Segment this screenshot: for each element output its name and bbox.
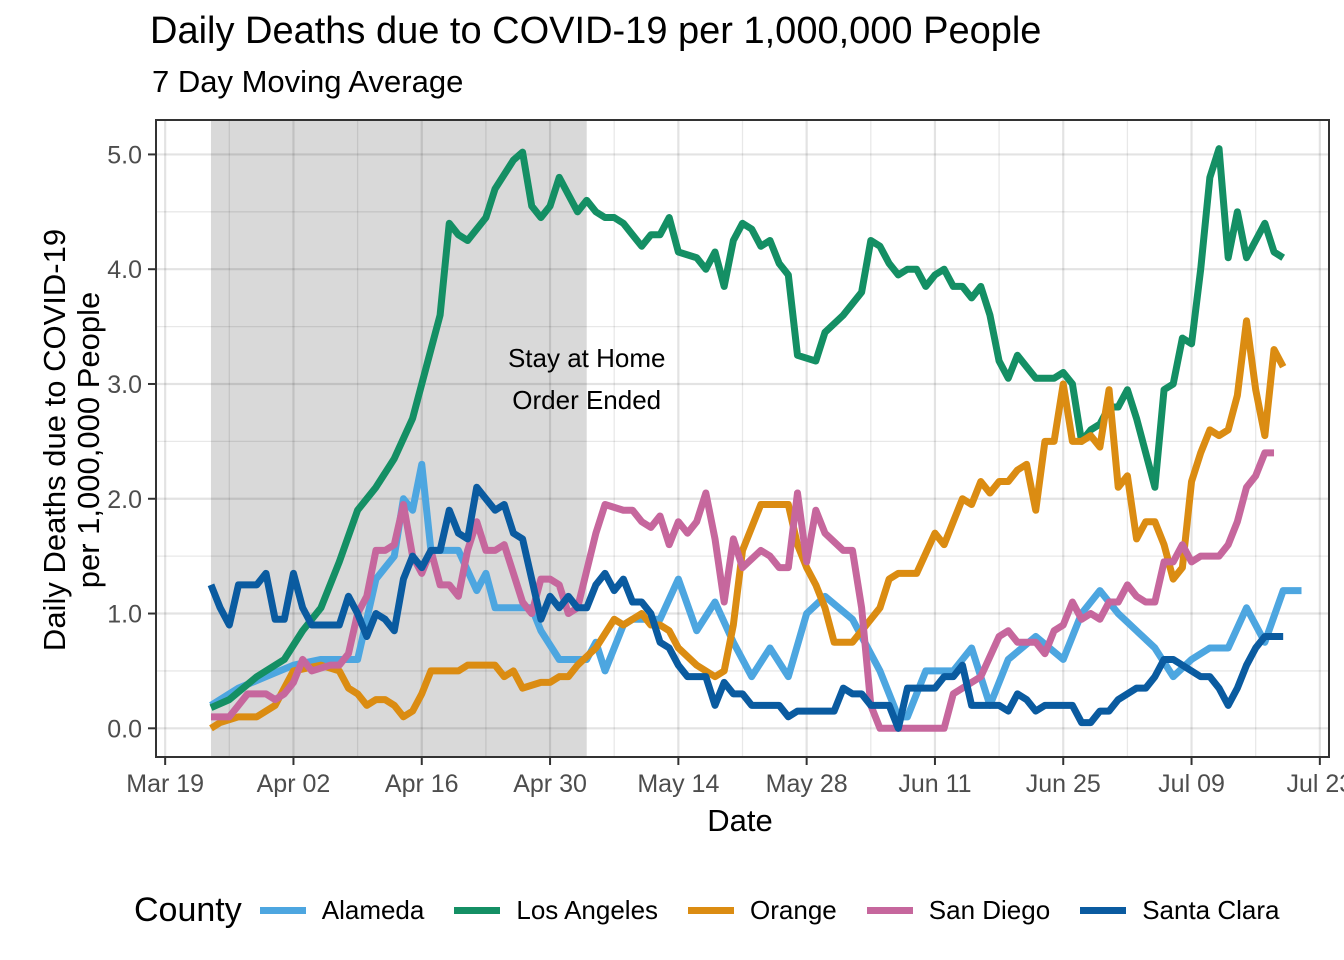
- x-tick-label: Apr 02: [257, 770, 331, 798]
- annotation-label: Order Ended: [512, 385, 661, 415]
- x-tick-label: May 14: [637, 770, 719, 798]
- legend-label-santa-clara: Santa Clara: [1142, 894, 1280, 925]
- x-tick-label: Apr 16: [385, 770, 459, 798]
- annotation-label: Stay at Home: [508, 343, 666, 373]
- legend-swatch-san-diego: [866, 906, 913, 914]
- legend: County Alameda Los Angeles Orange San Di…: [134, 888, 1310, 932]
- series-line-los-angeles: [209, 145, 1286, 711]
- legend-swatch-los-angeles: [454, 906, 501, 914]
- x-tick-label: Apr 30: [513, 770, 587, 798]
- y-tick-label: 0.0: [107, 715, 142, 743]
- x-tick-label: Mar 19: [126, 770, 204, 798]
- legend-label-alameda: Alameda: [321, 894, 425, 925]
- x-axis-label: Date: [707, 803, 773, 838]
- legend-label-orange: Orange: [750, 894, 837, 925]
- x-tick-label: Jul 09: [1158, 770, 1225, 798]
- series-line-santa-clara: [207, 483, 1284, 732]
- legend-swatch-orange: [688, 906, 735, 914]
- y-tick-label: 5.0: [107, 141, 142, 169]
- y-axis-label-line-2: per 1,000,000 People: [71, 291, 106, 589]
- plot-border: [155, 119, 1330, 758]
- series-line-san-diego: [210, 449, 1275, 732]
- legend-item-alameda: Alameda: [259, 894, 425, 926]
- y-tick-label: 2.0: [107, 486, 142, 514]
- chart-title: Daily Deaths due to COVID-19 per 1,000,0…: [150, 10, 1042, 52]
- x-tick-label: May 28: [766, 770, 848, 798]
- y-axis-label-line-1: Daily Deaths due to COVID-19: [37, 228, 72, 652]
- legend-item-san-diego: San Diego: [866, 894, 1051, 926]
- legend-item-los-angeles: Los Angeles: [454, 895, 658, 926]
- series-line-orange: [209, 317, 1287, 732]
- stay-at-home-shaded-region: [210, 120, 587, 757]
- x-tick-label: Jul 23: [1286, 770, 1344, 798]
- x-tick-label: Jun 25: [1026, 770, 1101, 798]
- legend-item-orange: Orange: [688, 895, 837, 926]
- legend-label-los-angeles: Los Angeles: [516, 894, 659, 925]
- legend-swatch-santa-clara: [1080, 906, 1127, 914]
- chart-subtitle: 7 Day Moving Average: [152, 64, 464, 99]
- x-tick-label: Jun 11: [898, 770, 971, 798]
- legend-item-santa-clara: Santa Clara: [1080, 894, 1280, 926]
- legend-swatch-alameda: [259, 906, 306, 914]
- y-tick-label: 1.0: [107, 601, 142, 629]
- legend-label-san-diego: San Diego: [928, 894, 1051, 925]
- y-tick-label: 4.0: [107, 256, 142, 284]
- y-tick-label: 3.0: [107, 371, 142, 399]
- legend-title: County: [134, 890, 242, 929]
